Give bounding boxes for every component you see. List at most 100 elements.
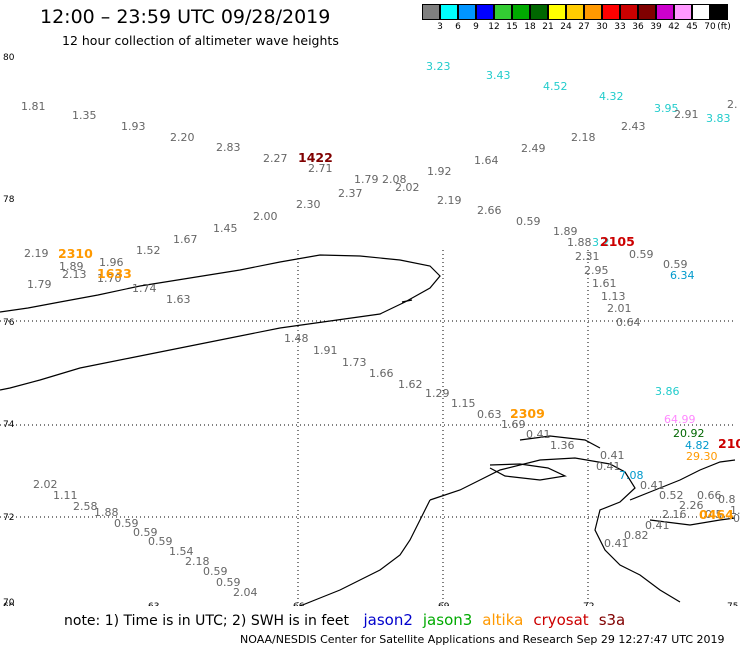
wave-height-value: 0.59 xyxy=(148,535,173,548)
longitude-labels: 60 63 66 69 72 75 xyxy=(3,602,738,606)
wave-height-value: 2. xyxy=(727,98,738,111)
wave-height-value: 1.11 xyxy=(53,489,78,502)
map-title: 12:00 – 23:59 UTC 09/28/2019 xyxy=(40,6,331,28)
legend-swatch xyxy=(674,4,692,20)
legend-unit: (ft) xyxy=(717,22,731,32)
wave-height-value: 1.62 xyxy=(398,378,423,391)
wave-height-value: 7.08 xyxy=(619,469,644,482)
wave-height-value: 2.19 xyxy=(437,194,462,207)
legend-swatch xyxy=(710,4,728,20)
wave-height-value: 0.8 xyxy=(718,493,736,506)
wave-height-value: 1.52 xyxy=(136,244,161,257)
wave-height-map: 3.23 3.43 4.52 4.32 3.952.91 3.832. 1.81 1.35 1.… xyxy=(0,53,740,606)
map-subtitle: 12 hour collection of altimeter wave hei… xyxy=(62,33,339,48)
wave-height-value: 2.30 xyxy=(296,198,321,211)
legend-swatch xyxy=(584,4,602,20)
wave-height-value: 2.95 xyxy=(584,264,609,277)
latitude-label: 76 xyxy=(3,318,15,328)
wave-height-value: 2.00 xyxy=(253,210,278,223)
wave-height-value: 0.59 xyxy=(216,576,241,589)
wave-height-value: 1.29 xyxy=(425,387,450,400)
wave-height-value: 1.67 xyxy=(173,233,198,246)
wave-height-value: 1.13 xyxy=(601,290,626,303)
wave-height-value: 0.59 xyxy=(114,517,139,530)
wave-height-value: 2.27 xyxy=(263,152,288,165)
wave-height-value: 0.59 xyxy=(629,248,654,261)
satellite-s3a: s3a xyxy=(598,611,626,629)
wave-height-value: 1.15 xyxy=(451,397,476,410)
wave-height-value: 2.66 xyxy=(477,204,502,217)
wave-height-value: 1.61 xyxy=(592,277,617,290)
legend-swatch xyxy=(548,4,566,20)
wave-height-value: 2.83 xyxy=(216,141,241,154)
latitude-labels: 80 78 76 74 72 70 xyxy=(3,53,15,606)
wave-height-value: 0.82 xyxy=(624,529,649,542)
longitude-label: 69 xyxy=(438,602,450,606)
pass-time-label: 2310 xyxy=(58,246,93,261)
legend-label: 70 xyxy=(704,22,716,32)
wave-height-value: 3.95 xyxy=(654,102,679,115)
wave-height-value: 2.58 xyxy=(73,500,98,513)
wave-height-value: 4.82 xyxy=(685,439,710,452)
legend-label: 27 xyxy=(578,22,590,32)
wave-height-value: 0.41 xyxy=(600,449,625,462)
wave-height-value: 3.83 xyxy=(706,112,731,125)
wave-height-value: 1.66 xyxy=(369,367,394,380)
latitude-label: 70 xyxy=(3,598,15,606)
wave-height-value: 1.96 xyxy=(99,256,124,269)
legend-label: 12 xyxy=(488,22,500,32)
wave-height-value: 0.41 xyxy=(645,519,670,532)
wave-height-value: 1.63 xyxy=(166,293,191,306)
note-text: note: 1) Time is in UTC; 2) SWH is in fe… xyxy=(64,613,350,629)
legend-label: 6 xyxy=(455,22,461,32)
wave-height-value: 2.13 xyxy=(62,268,87,281)
pass-time-label: 1422 xyxy=(298,150,333,165)
legend-swatch xyxy=(620,4,638,20)
satellite-altika: altika xyxy=(482,611,524,629)
wave-height-value: 1.92 xyxy=(427,165,452,178)
wave-height-value: 4.32 xyxy=(599,90,624,103)
wave-height-value: 2.37 xyxy=(338,187,363,200)
latitude-label: 80 xyxy=(3,53,15,63)
wave-height-value: 3.43 xyxy=(486,69,511,82)
longitude-label: 60 xyxy=(3,602,15,606)
legend-swatch xyxy=(692,4,710,20)
legend-label: 15 xyxy=(506,22,518,32)
legend-swatch xyxy=(494,4,512,20)
wave-height-value: 1.89 xyxy=(59,260,84,273)
wave-height-value: 3.23 xyxy=(426,60,451,73)
credit-line: NOAA/NESDIS Center for Satellite Applica… xyxy=(240,633,725,646)
legend-label: 24 xyxy=(560,22,572,32)
coastline xyxy=(0,254,736,606)
wave-height-value: 0.59 xyxy=(516,215,541,228)
legend-label: 9 xyxy=(473,22,479,32)
legend-swatch xyxy=(638,4,656,20)
satellite-jason3: jason3 xyxy=(422,611,473,629)
legend-label: 21 xyxy=(542,22,554,32)
legend-label: 3 xyxy=(437,22,443,32)
wave-height-value: 1.73 xyxy=(342,356,367,369)
wave-height-value: 6.34 xyxy=(670,269,695,282)
legend-label: 45 xyxy=(686,22,698,32)
observation-labels: 3.23 3.43 4.52 4.32 3.952.91 3.832. 1.81 1.35 1.… xyxy=(21,60,740,599)
pass-time-label: 2309 xyxy=(510,406,545,421)
wave-height-value: 1.54 xyxy=(169,545,194,558)
longitude-label: 75 xyxy=(727,602,738,606)
legend-label: 30 xyxy=(596,22,608,32)
wave-height-value: 0.41 xyxy=(526,428,551,441)
wave-height-value: 2.18 xyxy=(185,555,210,568)
legend-swatch xyxy=(566,4,584,20)
wave-height-value: 1.45 xyxy=(213,222,238,235)
wave-height-value: 2.26 xyxy=(679,499,704,512)
wave-height-value: 2.43 xyxy=(621,120,646,133)
wave-height-value: 1.88 xyxy=(567,236,592,249)
wave-height-value: 2.18 xyxy=(571,131,596,144)
longitude-label: 63 xyxy=(148,602,159,606)
wave-height-value: 0.9 xyxy=(733,512,740,525)
wave-height-value: 2.02 xyxy=(33,478,58,491)
wave-height-value: 2.04 xyxy=(233,586,258,599)
wave-height-value: 0.41 xyxy=(640,479,665,492)
legend-label: 39 xyxy=(650,22,662,32)
legend-swatch xyxy=(458,4,476,20)
legend-swatch xyxy=(422,4,440,20)
